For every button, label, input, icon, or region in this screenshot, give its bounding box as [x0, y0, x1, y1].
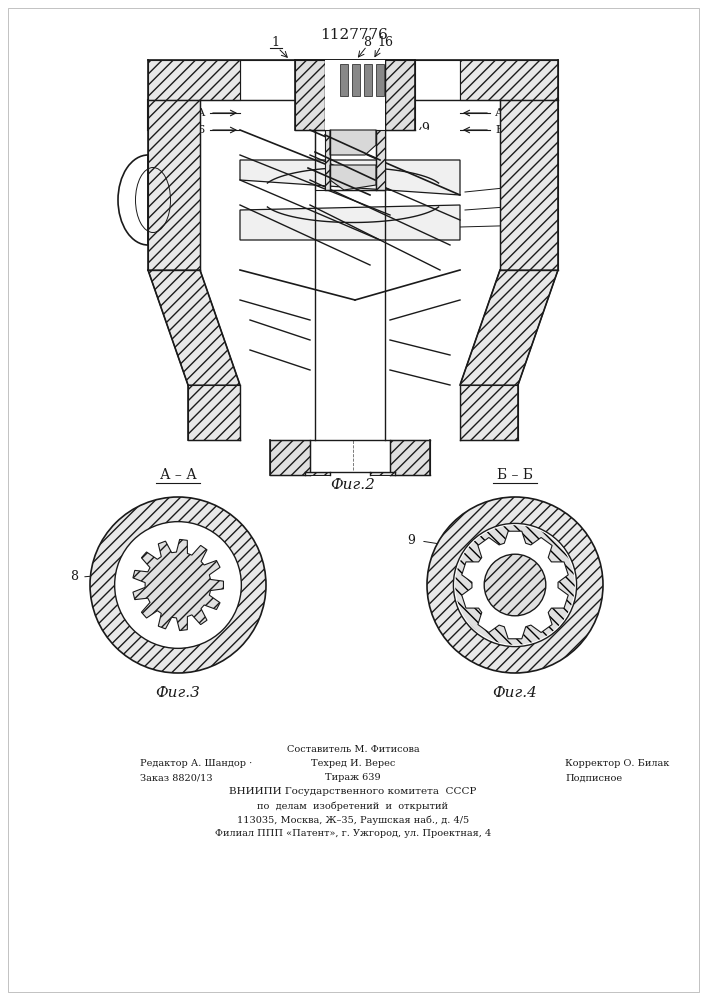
Polygon shape — [352, 64, 360, 96]
Ellipse shape — [118, 155, 178, 245]
Text: Филиал ППП «Патент», г. Ужгород, ул. Проектная, 4: Филиал ППП «Патент», г. Ужгород, ул. Про… — [215, 830, 491, 838]
Text: ВНИИПИ Государственного комитета  СССР: ВНИИПИ Государственного комитета СССР — [229, 788, 477, 796]
Polygon shape — [148, 270, 240, 385]
Text: Фиг.4: Фиг.4 — [493, 686, 537, 700]
Text: А – А: А – А — [160, 468, 197, 482]
Text: Подписное: Подписное — [565, 774, 622, 782]
Polygon shape — [240, 160, 460, 195]
Text: 3: 3 — [536, 219, 544, 232]
Polygon shape — [240, 60, 460, 100]
Polygon shape — [325, 130, 330, 190]
Polygon shape — [460, 270, 558, 385]
Polygon shape — [500, 100, 558, 270]
Polygon shape — [364, 64, 372, 96]
Text: 1: 1 — [271, 35, 279, 48]
Polygon shape — [133, 539, 223, 631]
Polygon shape — [330, 130, 376, 155]
Polygon shape — [315, 270, 385, 440]
Polygon shape — [462, 531, 568, 639]
Text: Б: Б — [495, 125, 503, 135]
Ellipse shape — [455, 525, 575, 645]
Polygon shape — [240, 130, 310, 440]
Text: Б – Б: Б – Б — [497, 468, 533, 482]
Polygon shape — [390, 440, 430, 475]
Polygon shape — [370, 472, 395, 475]
Text: 8: 8 — [363, 35, 371, 48]
Polygon shape — [460, 60, 558, 100]
Polygon shape — [330, 165, 376, 190]
Polygon shape — [240, 205, 460, 240]
Text: Фиг.3: Фиг.3 — [156, 686, 201, 700]
Polygon shape — [148, 60, 240, 100]
Ellipse shape — [453, 523, 577, 647]
Text: А: А — [495, 108, 503, 118]
Text: по  делам  изобретений  и  открытий: по делам изобретений и открытий — [257, 801, 448, 811]
Text: 1127776: 1127776 — [320, 28, 388, 42]
Text: 7: 7 — [206, 373, 214, 386]
Polygon shape — [340, 64, 348, 96]
Text: 4: 4 — [536, 198, 544, 212]
Ellipse shape — [115, 522, 241, 648]
Polygon shape — [200, 100, 500, 270]
Text: Техред И. Верес: Техред И. Верес — [311, 760, 395, 768]
Text: 113035, Москва, Ж–35, Раушская наб., д. 4/5: 113035, Москва, Ж–35, Раушская наб., д. … — [237, 815, 469, 825]
Ellipse shape — [427, 497, 603, 673]
Text: 9: 9 — [407, 534, 415, 548]
Text: Редактор А. Шандор ·: Редактор А. Шандор · — [140, 760, 252, 768]
Text: Заказ 8820/13: Заказ 8820/13 — [140, 774, 213, 782]
Text: Корректор О. Билак: Корректор О. Билак — [565, 760, 670, 768]
Polygon shape — [390, 130, 460, 440]
Polygon shape — [376, 64, 384, 96]
Text: Фиг.2: Фиг.2 — [331, 478, 375, 492]
Polygon shape — [325, 60, 385, 130]
Ellipse shape — [479, 548, 551, 622]
Polygon shape — [295, 60, 325, 130]
Polygon shape — [385, 60, 415, 130]
Polygon shape — [200, 270, 500, 385]
Text: 16: 16 — [377, 35, 393, 48]
Text: 6: 6 — [536, 178, 544, 192]
Polygon shape — [270, 440, 310, 475]
Text: Тираж 639: Тираж 639 — [325, 774, 381, 782]
Polygon shape — [148, 100, 200, 270]
Ellipse shape — [484, 554, 546, 616]
Polygon shape — [305, 472, 330, 475]
Polygon shape — [240, 130, 460, 270]
Polygon shape — [188, 385, 240, 440]
Text: Б: Б — [197, 125, 205, 135]
Text: 9: 9 — [421, 121, 429, 134]
Polygon shape — [376, 130, 385, 190]
Text: Составитель М. Фитисова: Составитель М. Фитисова — [286, 746, 419, 754]
Polygon shape — [315, 130, 385, 190]
Text: А: А — [197, 108, 205, 118]
Text: 8: 8 — [70, 570, 78, 584]
Ellipse shape — [90, 497, 266, 673]
Polygon shape — [460, 385, 518, 440]
